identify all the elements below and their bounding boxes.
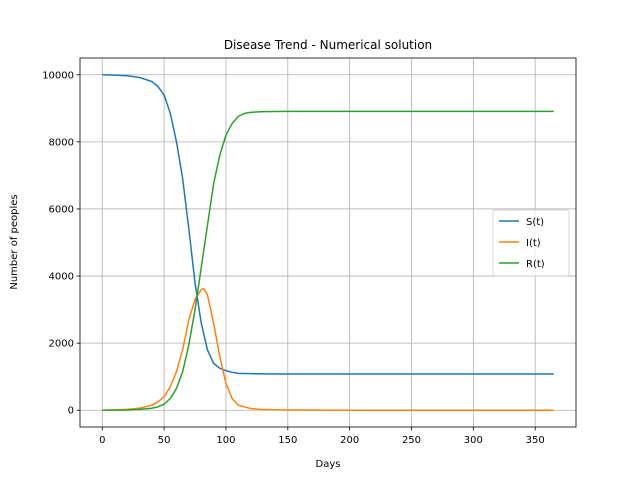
- x-axis-label: Days: [316, 459, 341, 470]
- series-line-2: [102, 288, 554, 411]
- series-lines: [102, 74, 554, 411]
- y-tick-label: 0: [68, 406, 74, 417]
- y-axis-ticks: 0 2000 4000 6000 8000 10000: [42, 70, 80, 417]
- chart-title: Disease Trend - Numerical solution: [224, 38, 432, 52]
- legend-label: I(t): [526, 238, 541, 249]
- series-line-1: [102, 74, 554, 375]
- x-tick-label: 300: [464, 435, 483, 446]
- legend-label: R(t): [526, 259, 545, 270]
- y-axis-label: Number of peoples: [9, 194, 20, 289]
- y-tick-label: 2000: [49, 339, 74, 350]
- legend: S(t) I(t) R(t): [492, 209, 570, 277]
- y-tick-label: 4000: [49, 272, 74, 283]
- x-tick-label: 250: [402, 435, 421, 446]
- y-tick-label: 8000: [49, 137, 74, 148]
- legend-label: S(t): [526, 217, 544, 228]
- plot-frame: [79, 57, 577, 428]
- x-tick-label: 100: [216, 435, 235, 446]
- x-tick-label: 50: [158, 435, 171, 446]
- y-tick-label: 6000: [49, 204, 74, 215]
- x-tick-label: 350: [526, 435, 545, 446]
- legend-box: [492, 209, 570, 277]
- x-tick-label: 200: [340, 435, 359, 446]
- x-axis-ticks: 0 50 100 150 200 250 300 350: [99, 427, 545, 446]
- x-tick-label: 150: [278, 435, 297, 446]
- x-tick-label: 0: [99, 435, 105, 446]
- series-line-3: [102, 110, 554, 411]
- y-tick-label: 10000: [42, 70, 74, 81]
